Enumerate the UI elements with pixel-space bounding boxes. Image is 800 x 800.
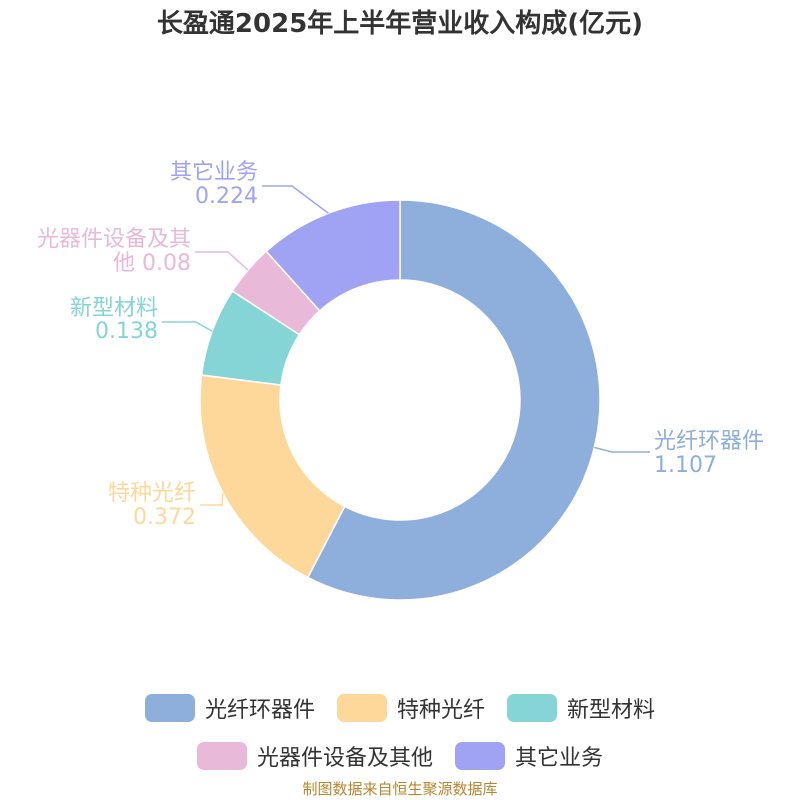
legend-item-optical-device[interactable]: 光器件设备及其他 — [196, 740, 433, 772]
chart-title: 长盈通2025年上半年营业收入构成(亿元) — [156, 9, 644, 39]
legend-label: 新型材料 — [567, 698, 656, 723]
legend-label: 光器件设备及其他 — [256, 746, 433, 771]
slice-name-label: 其它业务 — [170, 160, 258, 185]
legend-item-special-fiber[interactable]: 特种光纤 — [336, 692, 485, 724]
legend-item-new-material[interactable]: 新型材料 — [507, 692, 655, 724]
slice-value-label: 他 0.08 — [113, 251, 191, 276]
legend-label: 光纤环器件 — [204, 698, 315, 723]
legend-swatch — [507, 694, 557, 722]
leader-line — [594, 446, 650, 453]
legend-item-fiber-ring[interactable]: 光纤环器件 — [144, 692, 315, 724]
legend-swatch — [336, 694, 387, 722]
slice-name-label: 特种光纤 — [108, 481, 196, 506]
slice-name-label: 光器件设备及其 — [37, 227, 191, 252]
leader-line — [262, 185, 329, 214]
legend-row-2: 光器件设备及其他 其它业务 — [0, 740, 800, 772]
legend-label: 其它业务 — [515, 746, 604, 771]
donut-slice[interactable] — [199, 374, 346, 579]
donut-slice[interactable] — [265, 199, 401, 312]
legend-item-other-business[interactable]: 其它业务 — [455, 740, 603, 772]
slice-value-label: 0.372 — [133, 505, 196, 530]
legend-label: 特种光纤 — [396, 698, 485, 723]
slice-name-label: 新型材料 — [70, 296, 158, 321]
leader-line — [200, 492, 224, 506]
legend-swatch — [144, 694, 195, 722]
legend-swatch — [455, 742, 505, 770]
slice-name-label: 光纤环器件 — [654, 429, 764, 454]
slices-layer — [199, 199, 601, 601]
slice-value-label: 0.138 — [95, 319, 158, 344]
legend-row-1: 光纤环器件 特种光纤 新型材料 — [0, 692, 800, 724]
slice-value-label: 1.107 — [654, 453, 717, 478]
legend-swatch — [196, 742, 247, 770]
leader-line — [162, 321, 213, 332]
donut-slice[interactable] — [306, 199, 601, 601]
source-note: 制图数据来自恒生聚源数据库 — [302, 780, 498, 798]
slice-value-label: 0.224 — [195, 184, 258, 209]
leader-line — [195, 251, 249, 271]
